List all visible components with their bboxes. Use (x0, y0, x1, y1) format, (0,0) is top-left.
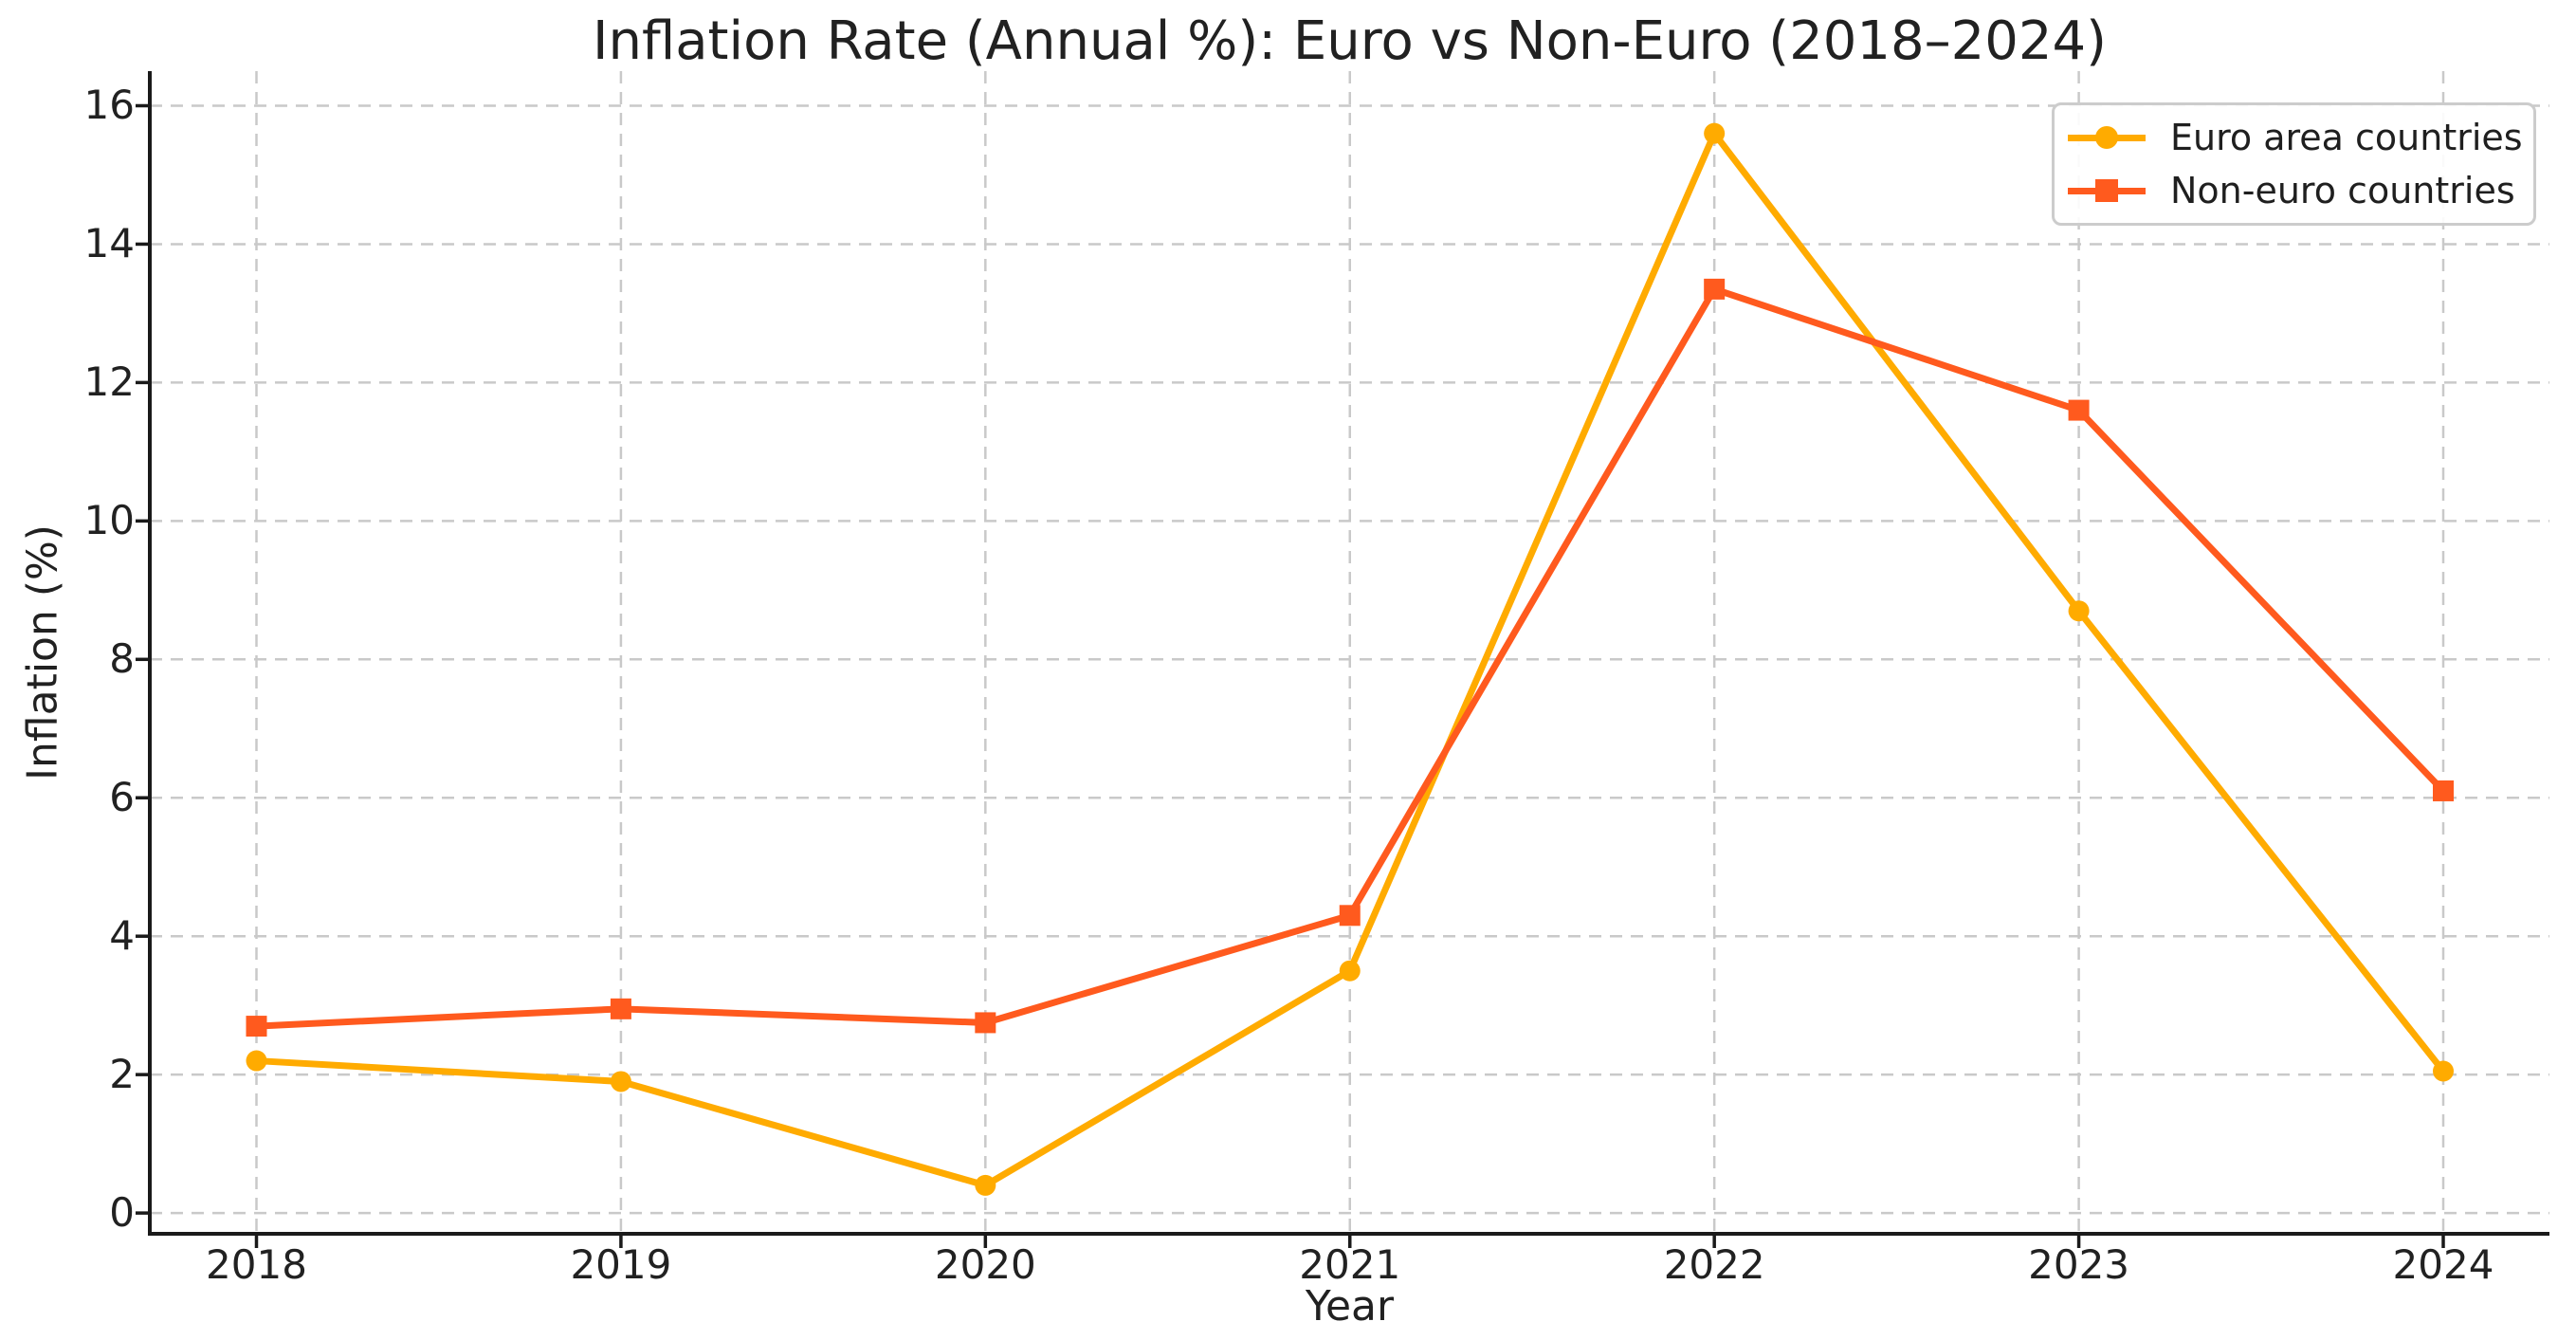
y-tick-label: 2 (109, 1051, 135, 1098)
legend-item-euro-area: Euro area countries (2068, 117, 2523, 158)
legend-sample-non-euro (2068, 179, 2146, 202)
non-euro-data-point (2433, 780, 2454, 801)
x-axis-label: Year (1305, 1282, 1395, 1331)
x-tick-label: 2018 (206, 1241, 307, 1288)
euro-data-point (2433, 1060, 2454, 1082)
euro-data-point (2068, 600, 2090, 622)
euro-data-point (1704, 122, 1726, 144)
legend: Euro area countries Non-euro countries (2052, 102, 2536, 226)
euro-data-point (610, 1071, 631, 1092)
y-tick-label: 10 (83, 497, 135, 544)
non-euro-data-point (2068, 399, 2090, 421)
y-tick-label: 6 (109, 774, 135, 821)
y-tick-label: 0 (109, 1189, 135, 1237)
y-tick-label: 14 (83, 220, 135, 267)
x-tick-label: 2022 (1663, 1241, 1765, 1288)
legend-label-euro: Euro area countries (2170, 117, 2523, 158)
x-tick-label: 2023 (2028, 1241, 2130, 1288)
y-tick-label: 4 (109, 912, 135, 960)
legend-label-non-euro: Non-euro countries (2170, 170, 2515, 211)
circle-marker-icon (2095, 126, 2118, 149)
legend-sample-euro (2068, 126, 2146, 149)
non-euro-data-point (1704, 278, 1726, 300)
x-tick-label: 2019 (570, 1241, 672, 1288)
non-euro-data-point (246, 1016, 267, 1037)
x-tick-label: 2020 (934, 1241, 1036, 1288)
euro-data-point (1339, 960, 1361, 982)
y-tick-label: 16 (83, 82, 135, 129)
euro-data-point (246, 1050, 267, 1072)
non-euro-data-point (1339, 905, 1361, 927)
non-euro-data-point (975, 1012, 996, 1034)
x-tick-label: 2021 (1299, 1241, 1401, 1288)
y-tick-label: 8 (109, 635, 135, 683)
y-tick-label: 12 (83, 358, 135, 406)
square-marker-icon (2095, 179, 2118, 202)
euro-data-point (975, 1174, 996, 1196)
x-tick-label: 2024 (2392, 1241, 2494, 1288)
legend-item-non-euro: Non-euro countries (2068, 170, 2520, 211)
non-euro-data-point (610, 998, 631, 1019)
chart-title: Inflation Rate (Annual %): Euro vs Non-E… (592, 10, 2108, 72)
